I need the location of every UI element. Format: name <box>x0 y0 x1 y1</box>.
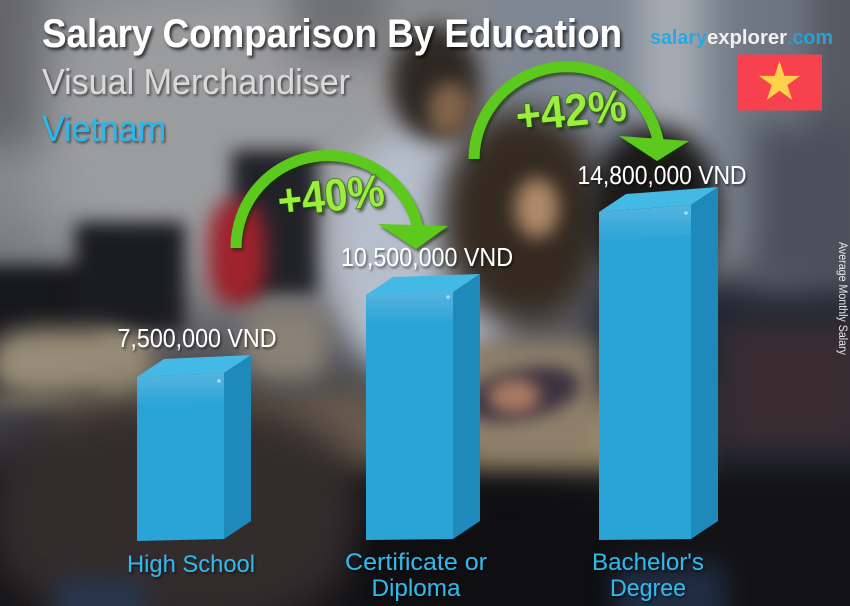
svg-text:+40%: +40% <box>275 165 387 227</box>
svg-text:Visual Merchandiser: Visual Merchandiser <box>42 61 350 102</box>
svg-text:14,800,000 VND: 14,800,000 VND <box>578 160 747 190</box>
svg-text:Vietnam: Vietnam <box>42 108 166 149</box>
svg-text:Certificate or: Certificate or <box>345 549 487 576</box>
svg-text:7,500,000 VND: 7,500,000 VND <box>118 323 277 353</box>
svg-text:Average Monthly Salary: Average Monthly Salary <box>836 242 848 355</box>
svg-text:.com: .com <box>787 27 833 49</box>
svg-text:Salary Comparison By Education: Salary Comparison By Education <box>42 12 622 56</box>
svg-text:Diploma: Diploma <box>372 575 462 602</box>
svg-text:explorer: explorer <box>707 27 787 49</box>
svg-text:Degree: Degree <box>610 575 686 602</box>
svg-text:salary: salary <box>650 27 708 49</box>
svg-text:High School: High School <box>127 551 255 578</box>
svg-text:10,500,000 VND: 10,500,000 VND <box>341 242 513 272</box>
svg-text:+42%: +42% <box>513 79 629 141</box>
svg-text:Bachelor's: Bachelor's <box>592 549 704 576</box>
